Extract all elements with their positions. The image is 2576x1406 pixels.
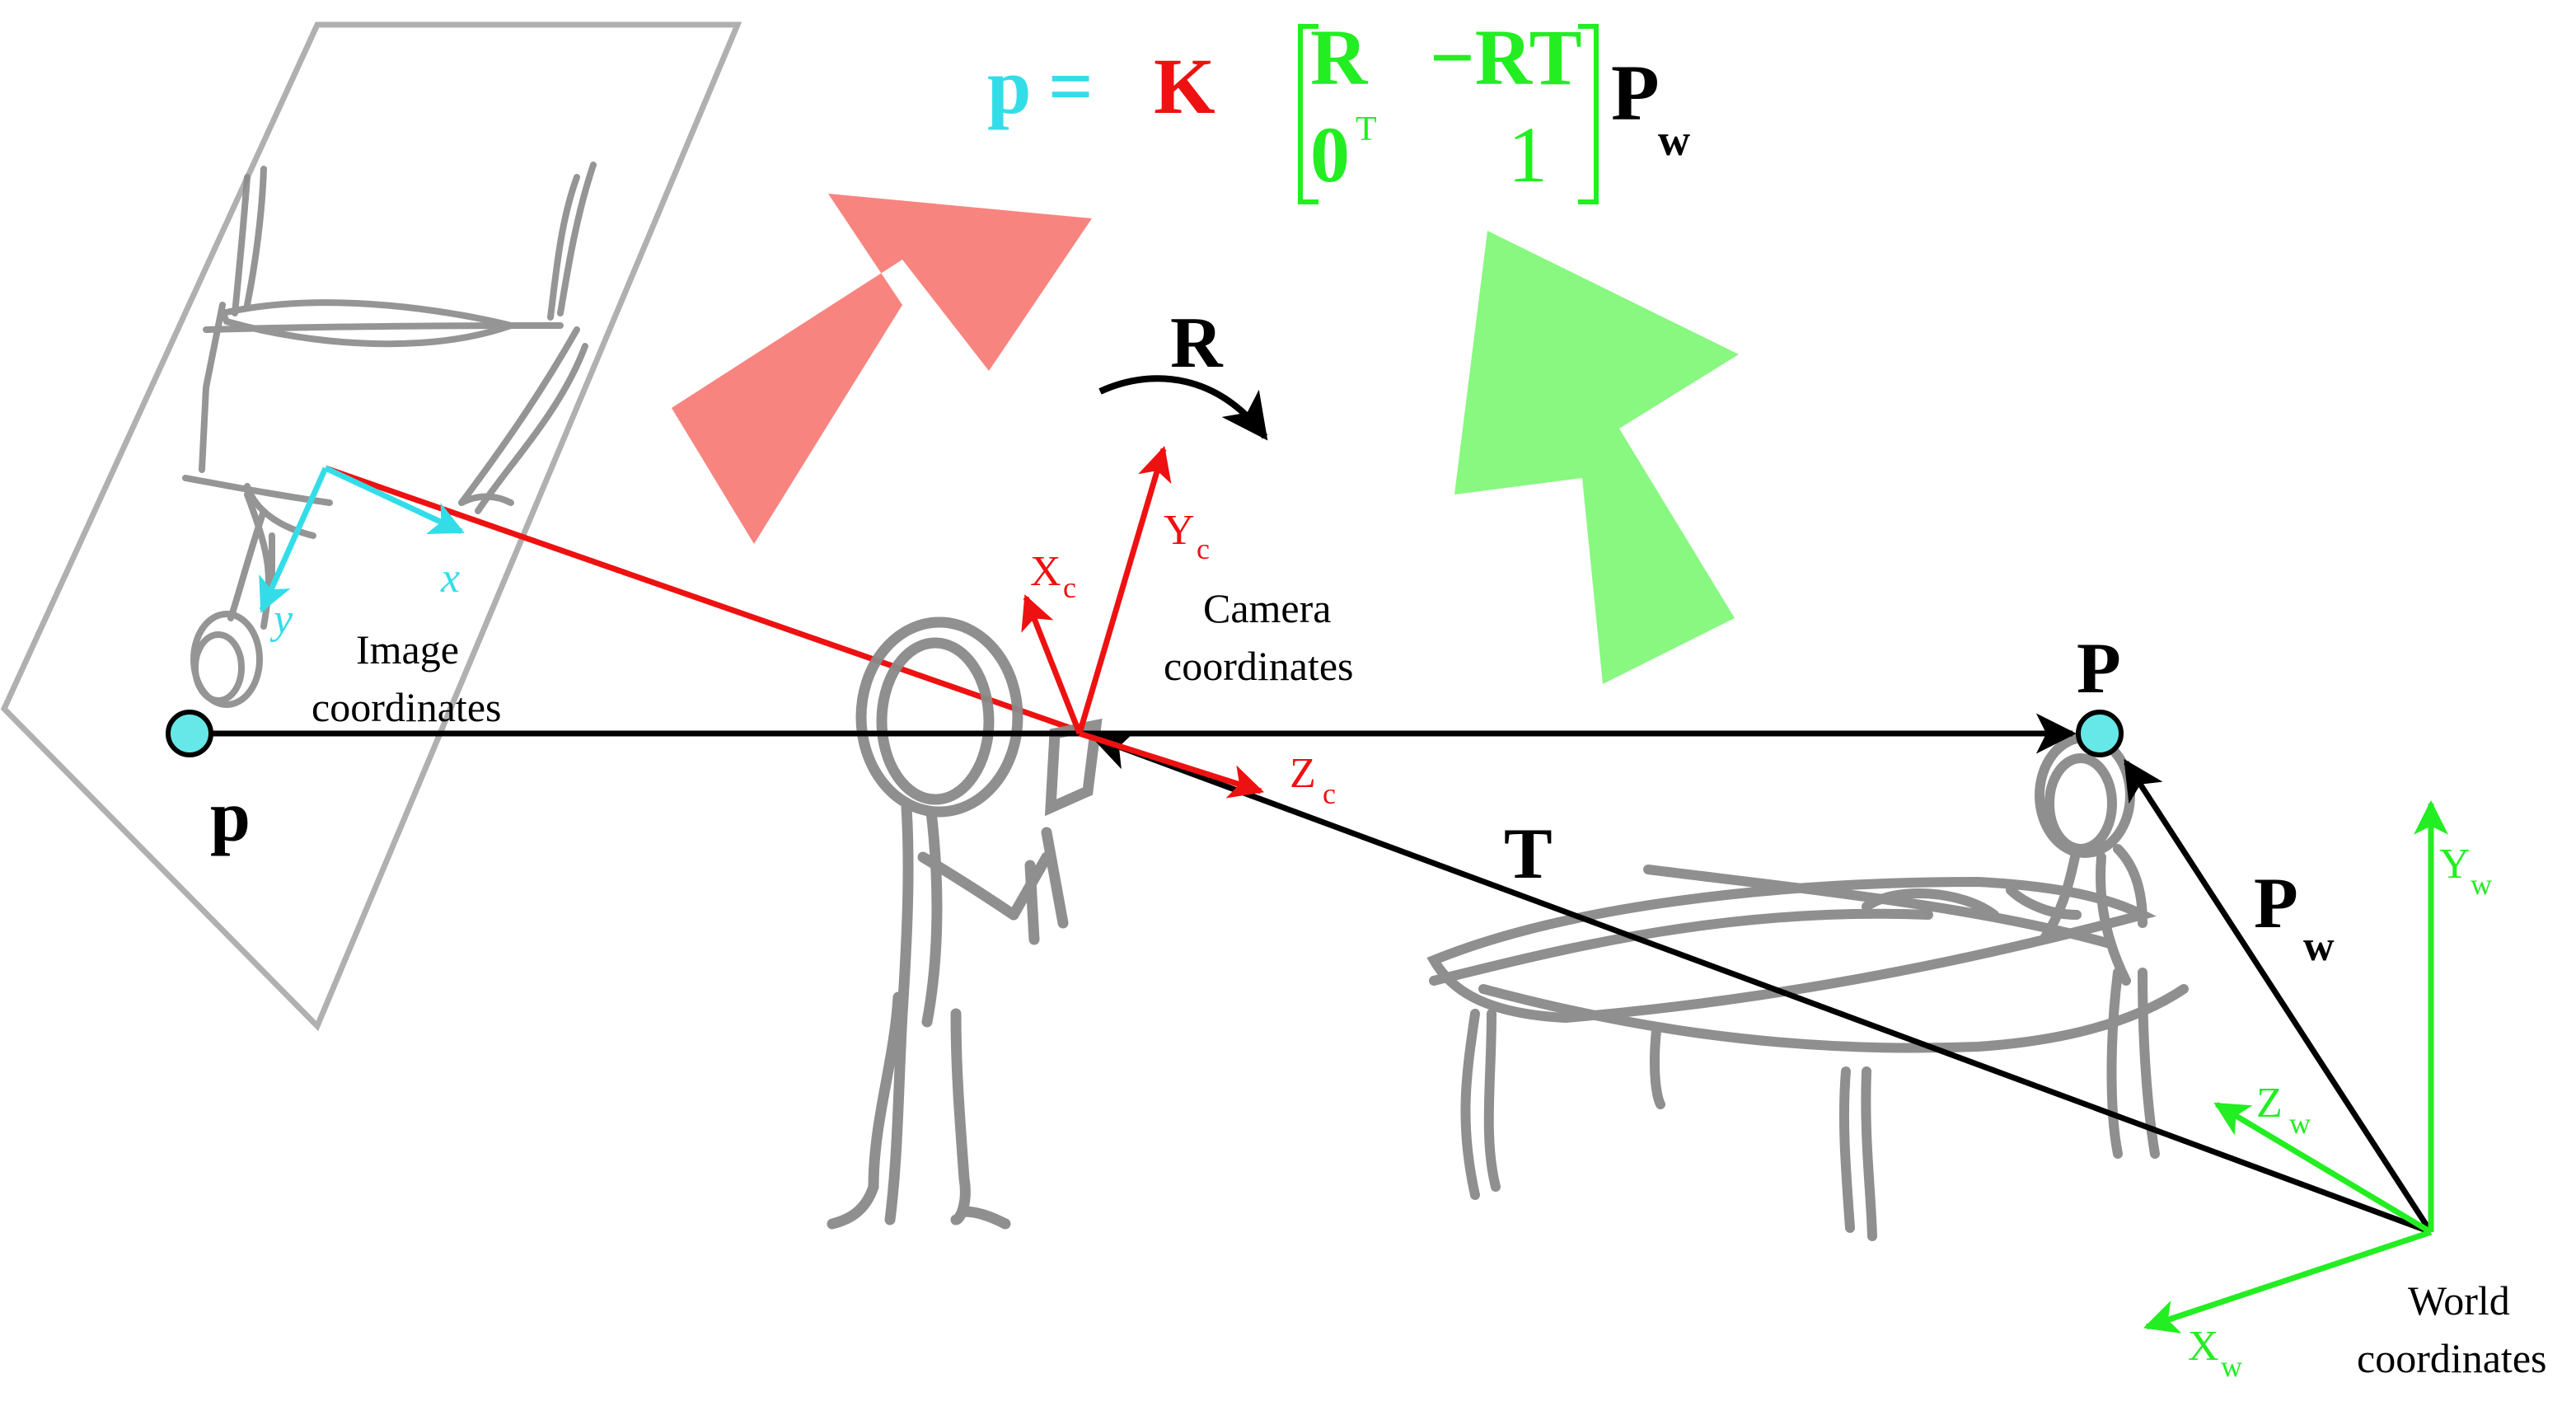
translation-label: T bbox=[1504, 814, 1553, 894]
image-y-label: y bbox=[269, 596, 293, 643]
world-x-label: X bbox=[2188, 1323, 2219, 1370]
world-point-label: P bbox=[2077, 629, 2121, 709]
camera-z-axis bbox=[1078, 730, 1265, 799]
image-point-marker bbox=[166, 710, 213, 757]
camera-coordinates-line2: coordinates bbox=[1164, 643, 1353, 689]
eq-k: K bbox=[1154, 42, 1215, 130]
eq-rhs: P bbox=[1611, 49, 1660, 137]
matrix-one: 1 bbox=[1508, 110, 1548, 199]
image-coordinates-line1: Image bbox=[356, 626, 459, 673]
world-y-label: Y bbox=[2439, 841, 2471, 888]
camera-z-sub: c bbox=[1323, 777, 1336, 810]
world-coordinates-line2: coordinates bbox=[2357, 1335, 2546, 1381]
camera-person-sketch bbox=[827, 616, 1103, 1230]
camera-coordinates-line1: Camera bbox=[1203, 585, 1331, 631]
camera-z-label: Z bbox=[1290, 750, 1316, 797]
world-vector-label: P bbox=[2254, 864, 2298, 944]
camera-x-label: X bbox=[1030, 548, 1061, 595]
projection-equation: p = K R −RT 0 T 1 P w bbox=[987, 13, 1690, 204]
table-sketch bbox=[1426, 733, 2189, 1241]
image-plane bbox=[0, 21, 742, 1032]
camera-x-sub: c bbox=[1063, 571, 1076, 604]
world-x-sub: w bbox=[2221, 1350, 2242, 1383]
world-z-sub: w bbox=[2289, 1107, 2311, 1140]
matrix-right-bracket bbox=[1578, 24, 1599, 204]
camera-y-sub: c bbox=[1197, 532, 1210, 565]
eq-lhs: p bbox=[987, 42, 1031, 130]
image-y-axis bbox=[259, 466, 329, 613]
image-plane-sketch bbox=[182, 162, 597, 708]
eq-equals: = bbox=[1048, 42, 1094, 130]
world-point-marker bbox=[2076, 710, 2124, 757]
rotation-arrow bbox=[1098, 375, 1268, 441]
world-vector-sub: w bbox=[2303, 923, 2335, 970]
image-coordinates-line2: coordinates bbox=[311, 684, 501, 730]
matrix-zero-sup: T bbox=[1356, 110, 1377, 148]
matrix-zero: 0 bbox=[1310, 110, 1350, 199]
transform-arrow bbox=[1454, 231, 1739, 684]
eq-rhs-sub: w bbox=[1658, 115, 1690, 165]
translation-vector bbox=[1090, 731, 2433, 1235]
world-point-vector bbox=[2124, 758, 2433, 1234]
world-z-axis bbox=[2213, 1101, 2433, 1235]
matrix-left-bracket bbox=[1298, 24, 1318, 204]
world-y-sub: w bbox=[2471, 868, 2492, 901]
world-z-label: Z bbox=[2256, 1080, 2283, 1127]
matrix-neg-rt: −RT bbox=[1430, 13, 1582, 101]
rotation-label: R bbox=[1170, 303, 1224, 383]
image-x-axis bbox=[324, 465, 465, 535]
world-coordinates-line1: World bbox=[2408, 1277, 2510, 1324]
camera-x-axis bbox=[1021, 594, 1083, 735]
camera-y-axis bbox=[1076, 445, 1172, 734]
image-point-label: p bbox=[210, 777, 251, 857]
projection-arrow bbox=[672, 194, 1092, 544]
matrix-r: R bbox=[1310, 13, 1369, 101]
world-x-axis bbox=[2143, 1229, 2433, 1333]
image-x-label: x bbox=[440, 555, 460, 602]
camera-y-label: Y bbox=[1164, 507, 1195, 554]
